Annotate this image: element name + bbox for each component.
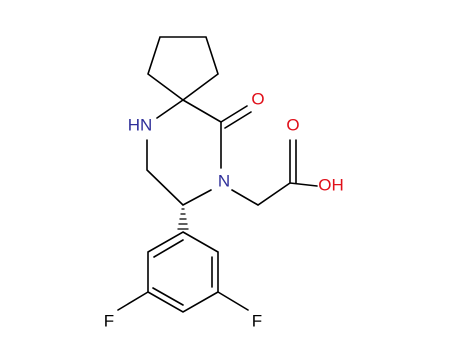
atom-label: O bbox=[286, 115, 299, 134]
bonds bbox=[117, 36, 318, 313]
fluorine-bonds bbox=[117, 291, 249, 311]
cyclopentane-ring bbox=[147, 36, 219, 101]
phenyl-double-bonds bbox=[152, 239, 213, 306]
atom-label: F bbox=[252, 311, 262, 330]
acetic-acid-bonds bbox=[231, 139, 318, 206]
atom-label: N bbox=[218, 171, 230, 190]
atom-label: F bbox=[104, 311, 114, 330]
hashed-wedge bbox=[177, 208, 189, 230]
atom-label: HN bbox=[128, 115, 153, 134]
ketone-bond bbox=[220, 105, 252, 129]
piperazine-ring bbox=[146, 99, 222, 206]
atom-label: OH bbox=[318, 175, 344, 194]
phenyl-ring bbox=[147, 231, 219, 313]
atom-label: O bbox=[251, 89, 264, 108]
